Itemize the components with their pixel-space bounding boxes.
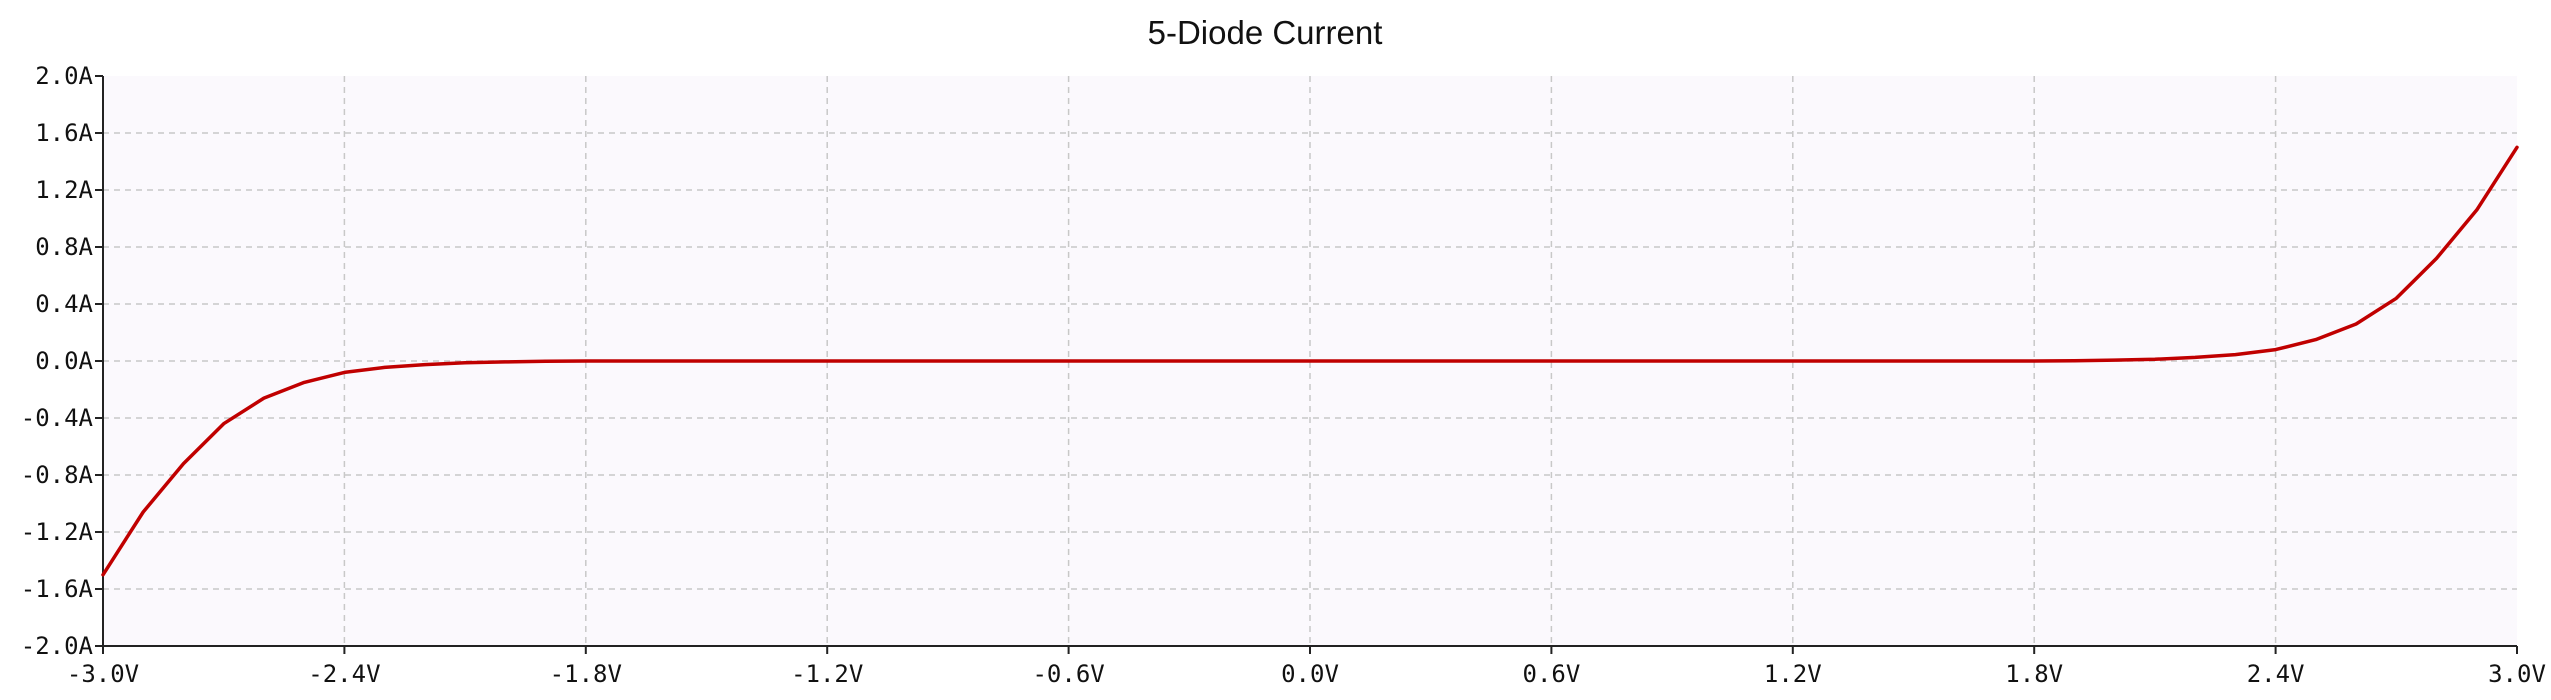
x-tick-label: -1.8V bbox=[550, 660, 622, 688]
x-tick-label: 2.4V bbox=[2247, 660, 2305, 688]
series-line-0 bbox=[101, 145, 2519, 577]
x-tick-label: -0.6V bbox=[1032, 660, 1104, 688]
y-tick-label: -1.2A bbox=[21, 518, 94, 546]
y-tick-label: -0.8A bbox=[21, 461, 94, 489]
y-tick-label: 0.0A bbox=[35, 347, 93, 375]
x-tick-label: -2.4V bbox=[308, 660, 380, 688]
y-tick-label: 2.0A bbox=[35, 62, 93, 90]
x-tick-label: -3.0V bbox=[67, 660, 139, 688]
x-tick-label: 0.6V bbox=[1523, 660, 1581, 688]
x-tick-label: 1.8V bbox=[2005, 660, 2063, 688]
x-tick-label: 3.0V bbox=[2488, 660, 2546, 688]
y-tick-label: -2.0A bbox=[21, 632, 94, 660]
x-tick-label: 0.0V bbox=[1281, 660, 1339, 688]
chart-title: 5-Diode Current bbox=[1147, 14, 1383, 51]
y-tick-label: 1.2A bbox=[35, 176, 93, 204]
x-tick-label: 1.2V bbox=[1764, 660, 1822, 688]
y-tick-label: 0.8A bbox=[35, 233, 93, 261]
y-tick-label: 1.6A bbox=[35, 119, 93, 147]
y-tick-label: 0.4A bbox=[35, 290, 93, 318]
x-tick-label: -1.2V bbox=[791, 660, 863, 688]
y-tick-label: -1.6A bbox=[21, 575, 94, 603]
y-tick-label: -0.4A bbox=[21, 404, 94, 432]
